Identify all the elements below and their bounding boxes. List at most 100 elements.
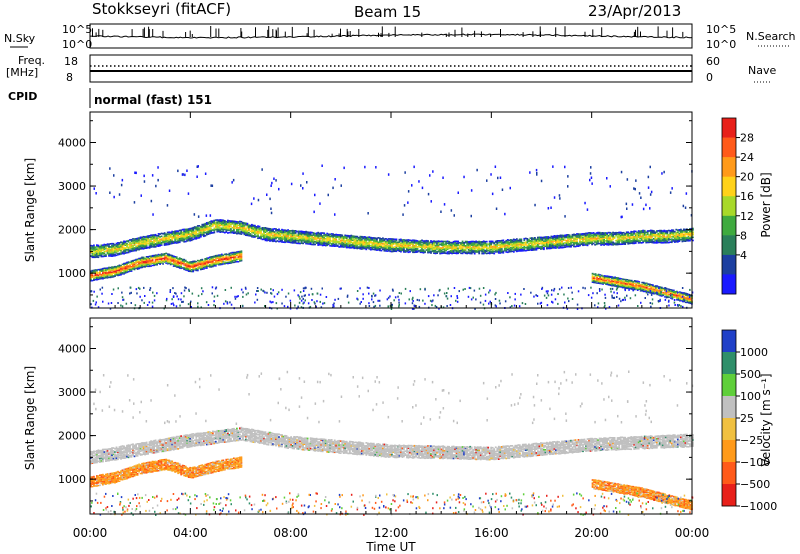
range-gate-cell	[374, 242, 377, 244]
range-gate-cell	[644, 289, 647, 291]
range-gate-cell	[482, 246, 485, 248]
range-gate-cell	[178, 257, 181, 259]
range-gate-cell	[192, 269, 195, 272]
range-gate-cell	[621, 281, 624, 283]
range-gate-cell	[306, 242, 309, 245]
range-gate-cell	[561, 238, 563, 241]
range-gate-cell	[124, 270, 127, 272]
range-gate-cell	[285, 239, 288, 242]
range-gate-cell	[157, 256, 160, 258]
range-gate-cell	[540, 248, 542, 250]
range-gate-cell	[543, 247, 545, 249]
range-gate-cell	[159, 238, 161, 241]
range-gate-cell	[117, 271, 119, 273]
range-gate-cell	[217, 225, 220, 228]
range-gate-cell	[651, 285, 654, 287]
range-gate-cell	[461, 252, 464, 255]
range-gate-cell	[123, 252, 125, 255]
range-gate-cell	[606, 241, 608, 243]
range-gate-cell	[594, 237, 596, 239]
range-gate-cell	[117, 247, 119, 250]
range-gate-cell	[338, 241, 341, 244]
range-gate-cell	[205, 224, 208, 227]
range-gate-cell	[675, 239, 678, 241]
range-gate-cell	[650, 286, 653, 288]
range-gate-cell	[567, 234, 569, 236]
range-gate-cell	[503, 245, 506, 247]
range-gate-cell	[227, 222, 229, 225]
range-gate-cell	[213, 229, 216, 231]
range-gate-cell	[518, 241, 521, 243]
range-gate-cell	[636, 233, 639, 235]
range-gate-cell	[591, 280, 594, 282]
range-gate-cell	[624, 280, 627, 282]
range-gate-cell	[266, 238, 268, 240]
range-gate-cell	[365, 237, 368, 240]
range-gate-cell	[312, 236, 315, 239]
range-gate-cell	[132, 249, 134, 251]
range-gate-cell	[362, 236, 365, 238]
range-gate-cell	[339, 234, 342, 236]
range-gate-cell	[156, 237, 158, 239]
range-gate-cell	[599, 281, 601, 283]
range-gate-cell	[568, 243, 571, 245]
range-gate-cell	[294, 237, 297, 239]
range-gate-cell	[223, 256, 226, 258]
range-gate-cell	[308, 232, 310, 235]
range-gate-cell	[115, 246, 118, 249]
range-gate-cell	[211, 264, 214, 267]
range-gate-cell	[108, 247, 110, 249]
range-gate-cell	[608, 278, 610, 280]
range-gate-cell	[160, 259, 163, 262]
range-gate-cell	[629, 286, 632, 288]
range-gate-cell	[223, 262, 226, 264]
range-gate-cell	[398, 248, 401, 251]
range-gate-cell	[231, 259, 234, 262]
range-gate-cell	[175, 262, 178, 264]
range-gate-cell	[168, 257, 171, 259]
range-gate-cell	[214, 226, 217, 229]
freq-unit: [MHz]	[6, 66, 38, 79]
range-gate-cell	[448, 240, 450, 243]
range-gate-cell	[499, 249, 502, 251]
range-gate-cell	[506, 240, 509, 243]
range-gate-cell	[105, 275, 107, 278]
range-gate-cell	[646, 231, 649, 233]
range-gate-cell	[257, 237, 259, 240]
range-gate-cell	[683, 229, 685, 232]
range-gate-cell	[154, 240, 157, 243]
range-gate-cell	[118, 249, 121, 252]
range-gate-cell	[245, 222, 247, 225]
range-gate-cell	[211, 232, 214, 234]
range-gate-cell	[192, 265, 195, 267]
range-gate-cell	[139, 265, 142, 267]
range-gate-cell	[165, 242, 168, 245]
range-gate-cell	[198, 261, 201, 263]
range-gate-cell	[246, 227, 249, 229]
range-gate-cell	[338, 235, 341, 237]
range-gate-cell	[120, 245, 122, 248]
range-gate-cell	[669, 241, 672, 243]
range-gate-cell	[561, 234, 563, 237]
range-gate-cell	[377, 243, 380, 246]
range-gate-cell	[540, 246, 542, 249]
range-gate-cell	[653, 288, 656, 290]
range-gate-cell	[239, 222, 241, 225]
range-gate-cell	[627, 233, 630, 236]
range-gate-cell	[643, 231, 646, 233]
range-gate-cell	[400, 238, 402, 241]
range-gate-cell	[451, 243, 453, 245]
range-gate-cell	[579, 235, 581, 238]
range-gate-cell	[180, 262, 183, 264]
range-gate-cell	[454, 240, 456, 243]
range-gate-cell	[637, 230, 640, 232]
range-gate-cell	[327, 238, 330, 241]
range-gate-cell	[657, 292, 660, 295]
range-gate-cell	[630, 284, 633, 286]
range-gate-cell	[687, 237, 690, 239]
range-gate-cell	[567, 245, 569, 248]
range-gate-cell	[505, 246, 508, 248]
range-gate-cell	[306, 240, 309, 242]
range-gate-cell	[315, 235, 318, 238]
range-gate-cell	[505, 251, 508, 253]
